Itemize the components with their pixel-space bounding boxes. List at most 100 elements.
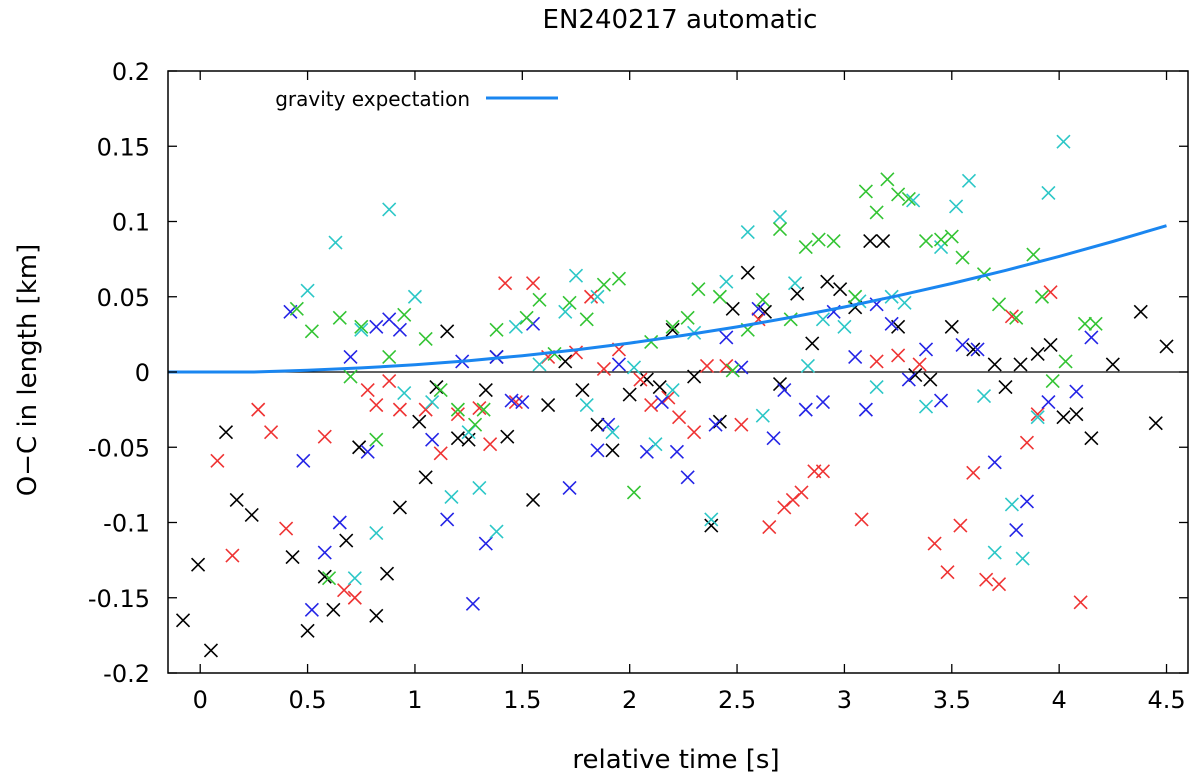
data-point xyxy=(833,282,848,297)
data-point xyxy=(794,485,809,500)
data-point xyxy=(1069,407,1084,422)
data-point xyxy=(762,519,777,535)
data-point xyxy=(440,512,455,527)
data-point xyxy=(532,292,547,307)
y-tick-label: 0 xyxy=(135,359,150,387)
data-point xyxy=(918,399,934,414)
data-point xyxy=(923,372,938,387)
data-point xyxy=(347,571,362,586)
data-point xyxy=(300,623,315,638)
data-point xyxy=(661,390,676,405)
data-point xyxy=(704,518,719,533)
data-point xyxy=(811,232,826,247)
data-point xyxy=(478,382,493,398)
data-point xyxy=(787,276,803,291)
data-point xyxy=(652,379,667,395)
legend-label-gravity: gravity expectation xyxy=(275,87,470,111)
data-point xyxy=(285,550,300,565)
data-point xyxy=(891,187,906,202)
data-point xyxy=(1004,309,1019,324)
data-point xyxy=(407,289,423,304)
data-point xyxy=(347,590,362,605)
data-point xyxy=(944,229,959,244)
data-point xyxy=(558,354,573,369)
data-point xyxy=(611,271,627,286)
data-point xyxy=(508,319,523,334)
data-point xyxy=(218,425,234,440)
data-point xyxy=(976,389,992,404)
data-point xyxy=(354,322,369,337)
data-point xyxy=(815,464,831,479)
x-tick-label: 1.5 xyxy=(503,686,541,714)
data-point xyxy=(725,301,740,316)
data-point xyxy=(264,425,279,440)
data-point xyxy=(800,358,815,374)
data-point xyxy=(998,379,1013,395)
data-point xyxy=(953,518,968,533)
data-point xyxy=(798,402,813,417)
data-point xyxy=(317,545,332,560)
data-point xyxy=(468,417,483,432)
data-point xyxy=(672,410,687,425)
data-point xyxy=(1013,357,1028,372)
data-point xyxy=(772,221,788,237)
y-tick-label: 0.2 xyxy=(112,58,150,86)
x-tick-label: 1 xyxy=(407,686,422,714)
data-point xyxy=(766,431,781,446)
data-point xyxy=(498,276,513,291)
data-point xyxy=(425,432,440,447)
data-point xyxy=(1084,431,1099,446)
data-point xyxy=(476,402,491,417)
series-red xyxy=(210,276,1088,610)
data-point xyxy=(332,310,347,325)
x-tick-label: 4 xyxy=(1052,686,1067,714)
data-point xyxy=(575,382,590,398)
data-point xyxy=(755,292,770,307)
data-point xyxy=(626,360,642,375)
data-point xyxy=(317,569,332,584)
data-point xyxy=(605,443,620,458)
y-tick-label: -0.05 xyxy=(88,434,150,462)
data-point xyxy=(837,319,852,334)
data-point xyxy=(397,307,412,322)
data-point xyxy=(392,500,407,515)
data-point xyxy=(429,379,444,395)
data-point xyxy=(369,398,384,413)
data-point xyxy=(369,608,384,623)
data-point xyxy=(680,470,695,485)
data-point xyxy=(1159,339,1174,354)
data-point xyxy=(590,443,605,458)
data-point xyxy=(515,395,530,410)
data-point xyxy=(379,566,395,581)
y-tick-label: -0.1 xyxy=(103,510,150,538)
data-point xyxy=(175,613,191,628)
data-point xyxy=(321,571,337,586)
data-point xyxy=(210,453,225,468)
data-point xyxy=(1015,551,1030,566)
data-point xyxy=(933,393,949,408)
data-point xyxy=(979,572,994,587)
data-point xyxy=(450,407,465,422)
data-point xyxy=(680,310,695,325)
data-point xyxy=(472,480,487,495)
data-point xyxy=(927,536,942,551)
data-point xyxy=(708,417,723,432)
data-points xyxy=(175,134,1174,658)
data-point xyxy=(590,417,605,432)
data-point xyxy=(1009,310,1024,325)
data-point xyxy=(190,557,206,572)
data-point xyxy=(891,348,906,363)
data-point xyxy=(897,295,912,310)
data-point xyxy=(687,369,702,384)
data-point xyxy=(772,209,788,225)
data-point xyxy=(461,432,476,447)
data-point xyxy=(1105,357,1120,372)
data-point xyxy=(1045,373,1060,389)
data-point xyxy=(425,395,440,410)
data-point xyxy=(1073,595,1088,610)
data-point xyxy=(1034,289,1050,304)
data-point xyxy=(489,322,504,337)
data-point xyxy=(579,398,594,413)
data-point xyxy=(863,233,878,249)
data-point xyxy=(1148,416,1163,431)
